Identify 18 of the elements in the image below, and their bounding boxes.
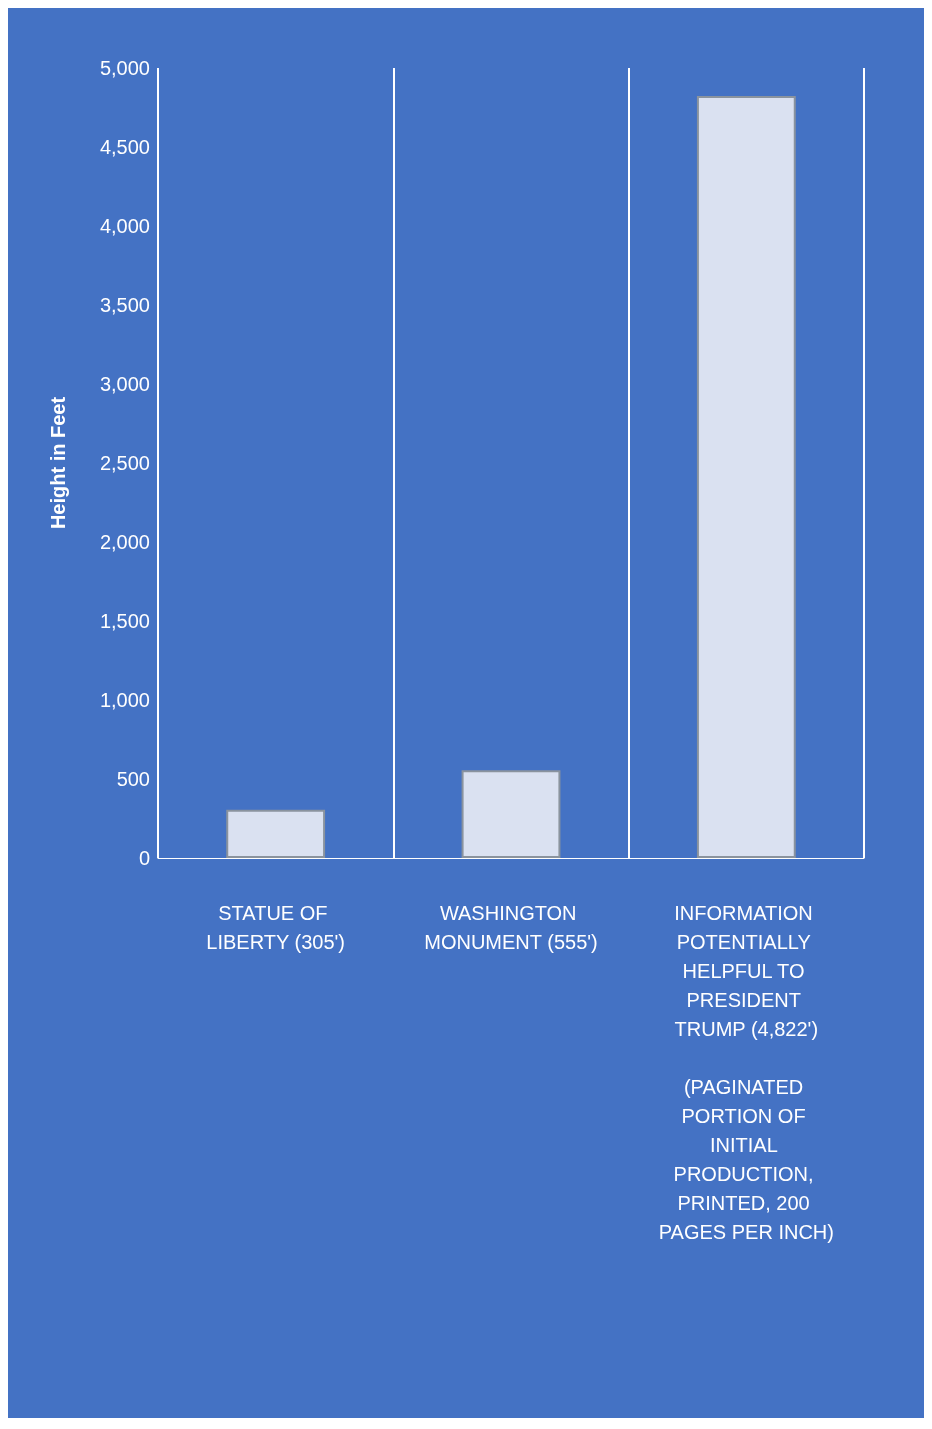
y-tick-label: 3,000 <box>99 373 150 395</box>
y-tick-label: 3,500 <box>99 294 150 316</box>
y-tick-label: 2,000 <box>99 531 150 553</box>
y-tick-label: 4,000 <box>99 215 150 237</box>
bar <box>461 770 561 858</box>
category-label: INFORMATION POTENTIALLY HELPFUL TO PRESIDENT TRUMP (4,822') (PAGINATED PORTION OF INITIAL PRODUCTION, PRINTED, 200 PAGES PER INCH) <box>658 901 834 1243</box>
x-tick-label: STATUE OF LIBERTY (305') <box>206 901 346 953</box>
bar <box>696 96 796 858</box>
bar <box>226 809 326 858</box>
y-axis-title: Height in Feet <box>47 396 69 530</box>
x-tick-label: WASHINGTON MONUMENT (555') <box>424 901 598 953</box>
y-tick-label: 1,000 <box>99 689 150 711</box>
y-tick-label: 500 <box>116 768 150 790</box>
y-tick-label: 1,500 <box>99 610 150 632</box>
y-tick-label: 5,000 <box>99 57 150 79</box>
y-tick-label: 4,500 <box>99 136 150 158</box>
y-tick-label: 2,500 <box>99 452 150 474</box>
y-tick-label: 0 <box>138 847 150 869</box>
